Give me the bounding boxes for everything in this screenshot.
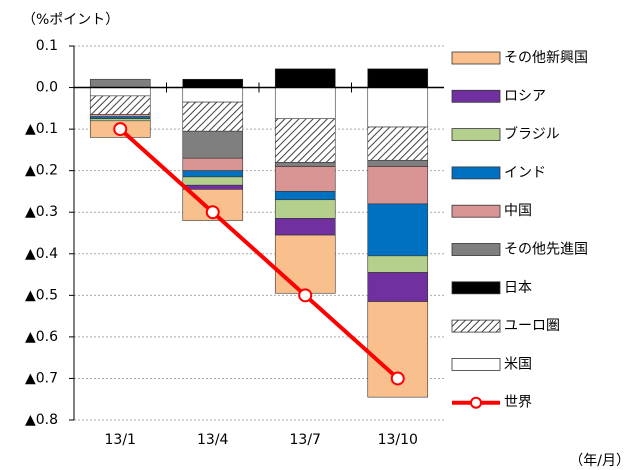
- bar-segment: [182, 176, 244, 186]
- legend-swatch: [451, 281, 501, 295]
- bar-segment: [274, 162, 336, 167]
- x-tick-label: 13/7: [290, 432, 321, 448]
- line-marker: [113, 122, 128, 137]
- y-tick-label: 0.1: [36, 38, 58, 54]
- bar-segment: [182, 87, 244, 103]
- bar-segment: [274, 234, 336, 294]
- x-tick-label: 13/4: [197, 432, 229, 448]
- legend-swatch: [451, 166, 501, 180]
- y-tick-label: ▲0.7: [25, 370, 58, 386]
- bar-segment: [182, 170, 244, 178]
- line-marker: [390, 371, 405, 386]
- y-tick-label: ▲0.4: [25, 246, 58, 262]
- y-tick-label: 0.0: [36, 80, 58, 96]
- bar-segment: [367, 68, 429, 88]
- legend-label: 世界: [504, 395, 532, 411]
- x-tick-label: 13/1: [105, 432, 136, 448]
- x-tick-label: 13/10: [378, 432, 418, 448]
- legend-label: その他先進国: [504, 242, 588, 258]
- legend-swatch: [451, 357, 501, 371]
- legend-label: 米国: [504, 356, 532, 372]
- y-tick-label: ▲0.2: [25, 163, 58, 179]
- bar-segment: [274, 218, 336, 236]
- legend-swatch: [451, 128, 501, 142]
- legend-label: ブラジル: [504, 126, 560, 143]
- bar-segment: [367, 126, 429, 161]
- y-tick-label: ▲0.5: [25, 287, 58, 303]
- bar-segment: [274, 199, 336, 219]
- line-marker: [205, 205, 220, 220]
- bar-segment: [89, 114, 151, 117]
- bar-segment: [182, 130, 244, 159]
- legend-swatch: [451, 243, 501, 256]
- legend-label: インド: [504, 165, 546, 181]
- bar-segment: [274, 87, 336, 120]
- legend-swatch: [451, 89, 501, 103]
- bar-segment: [89, 95, 151, 115]
- bar-segment: [182, 101, 244, 132]
- bar-segment: [274, 191, 336, 201]
- legend-label: ユーロ圏: [504, 318, 560, 334]
- y-axis-label: （%ポイント）: [22, 12, 119, 28]
- line-marker: [298, 288, 313, 303]
- bar-segment: [367, 159, 429, 167]
- bar-segment: [274, 166, 336, 192]
- bar-segment: [274, 68, 336, 88]
- y-tick-label: ▲0.6: [25, 329, 58, 345]
- bar-segment: [89, 87, 151, 97]
- bar-segment: [89, 118, 151, 122]
- legend-label: その他新興国: [504, 50, 588, 66]
- bar-segment: [367, 166, 429, 205]
- bar-segment: [182, 157, 244, 171]
- y-tick-label: ▲0.1: [25, 121, 58, 137]
- y-tick-label: ▲0.3: [25, 204, 58, 220]
- line-series: [118, 127, 400, 380]
- bar-segment: [367, 203, 429, 257]
- bar-segment: [182, 184, 244, 190]
- bar-segment: [182, 78, 244, 88]
- legend-swatch: [451, 51, 501, 65]
- legend-label: 日本: [504, 280, 532, 296]
- legend-swatch: [451, 319, 501, 333]
- legend-label: 中国: [504, 203, 532, 219]
- legend-marker: [470, 396, 482, 409]
- y-tick-label: ▲0.8: [25, 412, 58, 428]
- bar-segment: [367, 255, 429, 273]
- legend-swatch: [451, 204, 501, 218]
- bar-segment: [89, 78, 151, 88]
- legend-label: ロシア: [504, 88, 546, 104]
- x-axis-label: （年/月）: [569, 453, 630, 469]
- bar-segment: [274, 118, 336, 163]
- bar-segment: [89, 116, 151, 120]
- bar-segment: [367, 272, 429, 302]
- bar-segment: [367, 87, 429, 128]
